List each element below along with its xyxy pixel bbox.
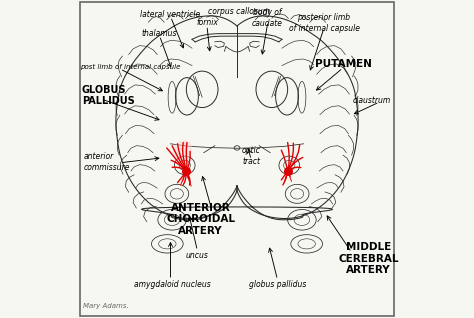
Text: Mary Adams.: Mary Adams. <box>83 303 129 309</box>
Text: globus pallidus: globus pallidus <box>249 280 307 288</box>
Polygon shape <box>172 140 192 161</box>
FancyBboxPatch shape <box>80 2 394 316</box>
Text: thalamus: thalamus <box>142 30 177 38</box>
Text: lateral ventricle: lateral ventricle <box>140 10 201 19</box>
Text: optic
tract: optic tract <box>242 146 261 166</box>
Text: body of
caudate: body of caudate <box>252 8 283 28</box>
Text: uncus: uncus <box>186 251 209 260</box>
Text: anterior
commissure: anterior commissure <box>83 152 130 172</box>
Text: PUTAMEN: PUTAMEN <box>315 59 372 69</box>
Text: fornix: fornix <box>196 18 218 27</box>
Text: amygdaloid nucleus: amygdaloid nucleus <box>134 280 210 288</box>
Text: GLOBUS
PALLIDUS: GLOBUS PALLIDUS <box>82 85 135 107</box>
Text: claustrum: claustrum <box>352 96 391 105</box>
Text: post limb of internal capsule: post limb of internal capsule <box>80 64 181 70</box>
Text: corpus callosum: corpus callosum <box>208 7 270 16</box>
Text: MIDDLE
CEREBRAL
ARTERY: MIDDLE CEREBRAL ARTERY <box>338 242 399 275</box>
Text: ANTERIOR
CHOROIDAL
ARTERY: ANTERIOR CHOROIDAL ARTERY <box>166 203 235 236</box>
Text: posterior limb
of internal capsule: posterior limb of internal capsule <box>289 13 360 32</box>
